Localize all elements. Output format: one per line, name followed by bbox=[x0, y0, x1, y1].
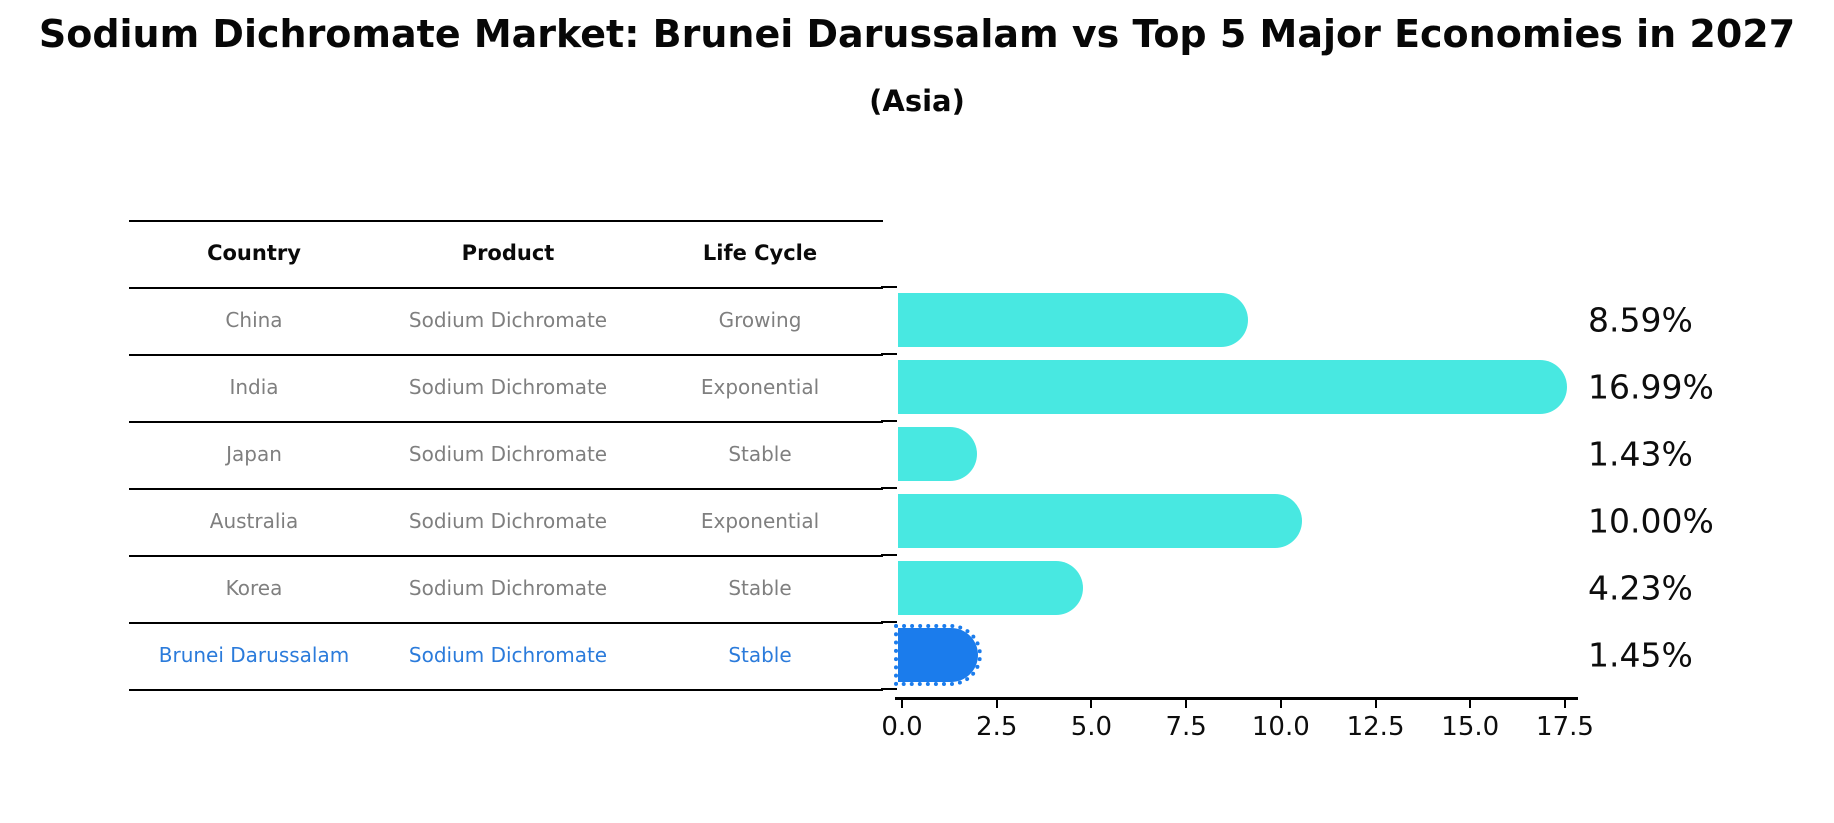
table-cell-life_cycle: Stable bbox=[728, 643, 792, 667]
bar-japan bbox=[898, 427, 977, 481]
bar-brunei-darussalam bbox=[894, 624, 982, 686]
table-rule bbox=[129, 689, 883, 691]
bar-australia bbox=[898, 494, 1302, 548]
table-cell-country: Australia bbox=[209, 509, 299, 533]
table-cell-country: Japan bbox=[226, 442, 282, 466]
x-axis-tick bbox=[901, 697, 903, 708]
value-label: 8.59% bbox=[1588, 300, 1693, 340]
y-axis-tick bbox=[881, 487, 897, 489]
table-rule bbox=[129, 287, 883, 289]
x-axis-tick-label: 10.0 bbox=[1251, 712, 1310, 742]
column-header-life-cycle: Life Cycle bbox=[702, 241, 818, 265]
table-cell-product: Sodium Dichromate bbox=[408, 509, 608, 533]
x-axis-tick-label: 5.0 bbox=[1070, 712, 1113, 742]
value-label: 1.45% bbox=[1588, 635, 1693, 675]
x-axis-tick-label: 0.0 bbox=[881, 712, 923, 742]
value-label: 1.43% bbox=[1588, 434, 1693, 474]
value-label: 10.00% bbox=[1588, 501, 1714, 541]
table-rule bbox=[129, 220, 883, 222]
x-axis-tick bbox=[1279, 697, 1282, 708]
x-axis-line bbox=[895, 697, 1578, 700]
table-cell-life_cycle: Exponential bbox=[700, 509, 820, 533]
x-axis-tick-label: 12.5 bbox=[1346, 712, 1405, 742]
table-cell-country: Brunei Darussalam bbox=[158, 643, 350, 667]
column-header-product: Product bbox=[461, 241, 555, 265]
x-axis-tick bbox=[1469, 697, 1472, 708]
table-rule bbox=[129, 354, 883, 356]
table-cell-life_cycle: Stable bbox=[728, 576, 792, 600]
bar-korea bbox=[898, 561, 1083, 615]
x-axis-tick bbox=[995, 697, 998, 708]
table-cell-country: Korea bbox=[225, 576, 283, 600]
table-cell-country: India bbox=[229, 375, 279, 399]
y-axis-tick bbox=[881, 621, 897, 623]
table-cell-life_cycle: Growing bbox=[718, 308, 802, 332]
table-cell-product: Sodium Dichromate bbox=[408, 643, 608, 667]
y-axis-tick bbox=[881, 353, 897, 355]
table-cell-life_cycle: Stable bbox=[728, 442, 792, 466]
table-rule bbox=[129, 421, 883, 423]
x-axis-tick bbox=[1563, 697, 1566, 708]
y-axis-tick bbox=[881, 554, 897, 556]
x-axis-tick-label: 15.0 bbox=[1441, 712, 1500, 742]
x-axis-tick bbox=[1374, 697, 1377, 708]
x-axis-tick-label: 7.5 bbox=[1165, 712, 1207, 742]
x-axis-tick bbox=[1090, 697, 1093, 708]
x-axis-tick bbox=[1185, 697, 1188, 708]
table-cell-product: Sodium Dichromate bbox=[408, 375, 608, 399]
page-title: Sodium Dichromate Market: Brunei Darussa… bbox=[38, 12, 1796, 56]
x-axis-tick-label: 17.5 bbox=[1536, 712, 1594, 742]
table-rule bbox=[129, 622, 883, 624]
y-axis-tick bbox=[881, 420, 897, 422]
column-header-country: Country bbox=[207, 241, 301, 265]
table-cell-product: Sodium Dichromate bbox=[408, 442, 608, 466]
bar-china bbox=[898, 293, 1248, 347]
x-axis-tick-label: 2.5 bbox=[976, 712, 1018, 742]
y-axis-tick bbox=[881, 286, 897, 288]
table-cell-product: Sodium Dichromate bbox=[408, 308, 608, 332]
table-rule bbox=[129, 555, 883, 557]
y-axis-tick bbox=[881, 688, 897, 690]
table-cell-life_cycle: Exponential bbox=[700, 375, 820, 399]
table-cell-country: China bbox=[225, 308, 283, 332]
value-label: 16.99% bbox=[1588, 367, 1714, 407]
bar-india bbox=[898, 360, 1567, 414]
table-cell-product: Sodium Dichromate bbox=[408, 576, 608, 600]
page-subtitle: (Asia) bbox=[869, 84, 965, 118]
table-rule bbox=[129, 488, 883, 490]
value-label: 4.23% bbox=[1588, 568, 1693, 608]
